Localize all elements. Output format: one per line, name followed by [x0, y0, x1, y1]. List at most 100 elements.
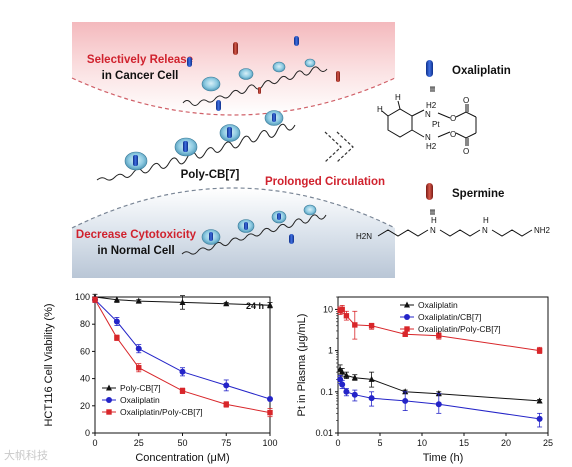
middle-cb-rings — [124, 110, 284, 171]
y-axis-label: HCT116 Cell Viability (%) — [43, 303, 55, 426]
y-tick-label: 10 — [323, 304, 333, 314]
data-point — [436, 332, 442, 339]
polymer-label: Poly-CB[7] — [181, 169, 240, 181]
legend-entry: Oxaliplatin — [120, 395, 160, 405]
bottom-polymer-chain — [181, 214, 327, 255]
svg-text:H2: H2 — [426, 142, 437, 151]
series-line — [94, 296, 271, 306]
x-tick-label: 100 — [262, 438, 277, 448]
y-tick-label: 60 — [80, 346, 90, 356]
legend: Poly-CB[7] Oxaliplatin Oxaliplatin/Poly-CB… — [102, 383, 203, 417]
data-point — [339, 306, 345, 313]
legend-entry: Oxaliplatin/Poly-CB[7] — [120, 407, 203, 417]
data-point — [368, 395, 375, 402]
top-polymer-chain — [182, 66, 328, 106]
data-point — [402, 388, 409, 395]
data-point — [435, 390, 442, 397]
annotation: 24 h — [246, 301, 264, 311]
free-oxaliplatin-pill — [289, 234, 294, 244]
data-point — [136, 365, 142, 371]
data-point — [179, 368, 186, 375]
svg-text:N: N — [425, 133, 431, 142]
data-point — [343, 388, 350, 395]
decrease-line1: Decrease Cytotoxicity — [76, 229, 197, 241]
series-2 — [92, 296, 273, 418]
watermark: 大帆科技 — [4, 449, 48, 462]
x-tick-label: 10 — [417, 438, 427, 448]
legend: Oxaliplatin Oxaliplatin/CB[7] Oxaliplatin/… — [400, 300, 501, 334]
middle-polymer-chain — [96, 123, 296, 181]
svg-text:H: H — [395, 93, 401, 102]
y-tick-label: 1 — [328, 346, 333, 356]
x-tick-label: 0 — [92, 438, 97, 448]
scheme-illustration: Selectively Release in Cancer Cell Poly-… — [71, 22, 551, 278]
equiv-symbol-top: III — [428, 86, 435, 92]
chevron-arrow-icon — [324, 131, 354, 163]
data-point — [179, 298, 186, 305]
series-line — [94, 299, 271, 400]
svg-text:H: H — [431, 216, 437, 225]
legend-marker — [106, 409, 112, 415]
oxaliplatin-structure — [381, 100, 477, 146]
bottom-cb-rings — [201, 204, 317, 245]
data-point — [536, 347, 543, 354]
cancer-cell-boundary — [71, 77, 396, 116]
decrease-line2: in Normal Cell — [97, 245, 174, 257]
circulation-label: Prolonged Circulation — [265, 176, 385, 188]
data-point — [337, 376, 344, 383]
svg-text:Pt: Pt — [432, 120, 440, 129]
svg-text:H: H — [483, 216, 489, 225]
legend-entry: Oxaliplatin/CB[7] — [418, 312, 481, 322]
data-point — [223, 300, 230, 307]
x-tick-label: 20 — [501, 438, 511, 448]
x-tick-label: 50 — [177, 438, 187, 448]
free-spermine-pill — [258, 87, 261, 94]
data-point — [536, 415, 543, 422]
x-tick-label: 25 — [134, 438, 144, 448]
legend-marker — [404, 326, 410, 332]
y-tick-label: 0.1 — [320, 387, 333, 397]
series-2 — [337, 305, 543, 354]
spermine-structure — [377, 229, 533, 237]
normal-cell-boundary — [71, 187, 396, 229]
oxaliplatin-atoms: H H H2 N Pt N H2 O O O O — [377, 93, 469, 156]
y-axis-label: Pt in Plasma (μg/mL) — [296, 314, 308, 417]
top-cb-rings — [201, 58, 316, 92]
series-1 — [337, 375, 543, 428]
legend-marker — [106, 397, 112, 403]
data-point — [113, 318, 120, 325]
data-point — [402, 397, 409, 404]
plasma-pt-chart: 0 5 10 15 20 25 0.01 0.1 1 10 Time (h) Pt in Plasma… — [296, 296, 553, 464]
svg-text:O: O — [463, 147, 469, 156]
data-point — [339, 381, 346, 388]
svg-text:N: N — [482, 226, 488, 235]
data-point — [114, 335, 120, 341]
legend-marker — [106, 384, 112, 391]
data-point — [267, 301, 273, 308]
legend-marker — [404, 301, 410, 308]
data-point — [536, 397, 543, 404]
x-tick-label: 0 — [335, 438, 340, 448]
free-oxaliplatin-pill — [294, 36, 299, 46]
x-tick-label: 15 — [459, 438, 469, 448]
free-spermine-pill — [233, 42, 238, 55]
data-point — [135, 345, 142, 352]
data-point — [368, 323, 375, 329]
data-point — [402, 331, 408, 337]
cell-viability-chart: 0 25 50 75 100 0 20 40 60 80 100 Concentration (μM)… — [43, 292, 278, 464]
x-axis-label: Time (h) — [423, 452, 464, 464]
x-axis-label: Concentration (μM) — [135, 452, 229, 464]
y-tick-label: 100 — [75, 292, 90, 302]
release-line2: in Cancer Cell — [102, 70, 179, 82]
data-point — [267, 409, 273, 416]
svg-text:N: N — [425, 110, 431, 119]
data-point — [223, 382, 230, 389]
equiv-symbol-bottom: III — [428, 209, 435, 215]
svg-text:O: O — [450, 114, 456, 123]
free-oxaliplatin-pill — [216, 100, 221, 111]
release-line1: Selectively Release — [87, 54, 193, 66]
oxaliplatin-label: Oxaliplatin — [452, 65, 511, 77]
data-point — [92, 297, 98, 303]
y-tick-label: 80 — [80, 319, 90, 329]
free-oxaliplatin-pill — [187, 57, 192, 67]
